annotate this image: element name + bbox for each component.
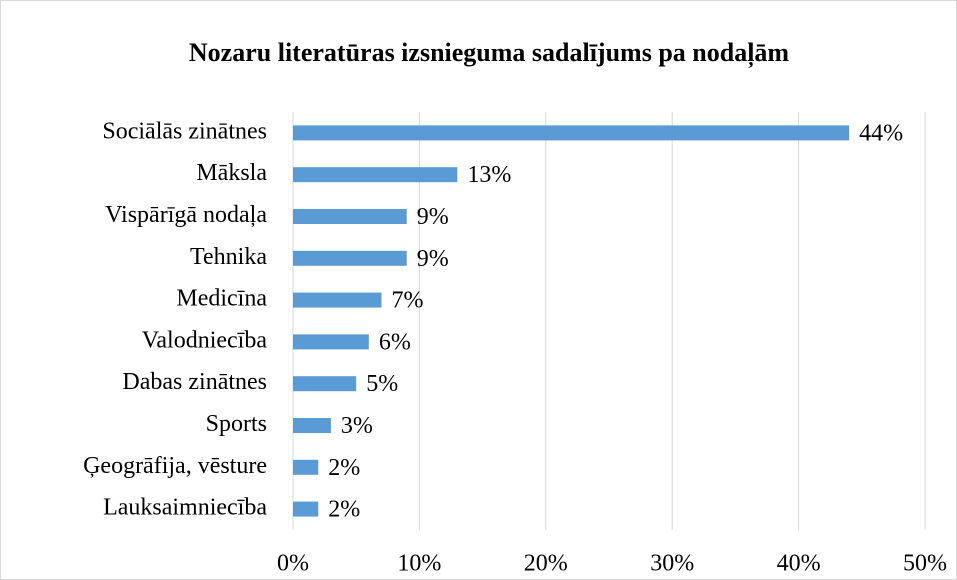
x-tick-label: 0% — [277, 551, 309, 577]
chart-title: Nozaru literatūras izsnieguma sadalījums… — [189, 38, 790, 68]
y-tick-label: Tehnika — [190, 244, 267, 270]
bar — [293, 459, 319, 475]
y-tick-label: Vispārīgā nodaļa — [105, 202, 267, 228]
bar — [293, 209, 407, 224]
data-label: 2% — [328, 455, 360, 481]
x-tick-label: 40% — [777, 551, 821, 577]
data-label: 5% — [366, 371, 398, 397]
data-label: 44% — [859, 120, 903, 146]
y-tick-label: Ģeogrāfija, vēsture — [83, 453, 267, 479]
bar — [293, 334, 369, 350]
data-label: 9% — [417, 246, 449, 272]
bar — [293, 125, 850, 141]
data-label: 6% — [379, 329, 411, 355]
bar — [293, 501, 319, 517]
data-label: 13% — [467, 162, 511, 188]
y-tick-label: Valodniecība — [142, 327, 268, 353]
bar — [293, 418, 331, 433]
bar — [293, 167, 458, 183]
x-tick-label: 20% — [524, 551, 568, 577]
y-tick-label: Dabas zinātnes — [122, 369, 267, 395]
bar — [293, 250, 407, 266]
bar — [293, 292, 382, 308]
y-tick-label: Medicīna — [176, 286, 267, 312]
x-tick-label: 50% — [903, 551, 947, 577]
data-label: 2% — [328, 497, 360, 523]
x-tick-label: 30% — [650, 551, 694, 577]
data-label: 3% — [341, 413, 373, 439]
data-label: 9% — [417, 204, 449, 230]
x-tick-label: 10% — [397, 551, 441, 577]
y-tick-label: Sociālās zinātnes — [102, 118, 267, 144]
y-tick-label: Sports — [206, 411, 267, 437]
bar — [293, 376, 357, 392]
y-tick-label: Māksla — [196, 160, 267, 186]
y-tick-label: Lauksaimniecība — [103, 495, 267, 521]
data-label: 7% — [391, 288, 423, 314]
